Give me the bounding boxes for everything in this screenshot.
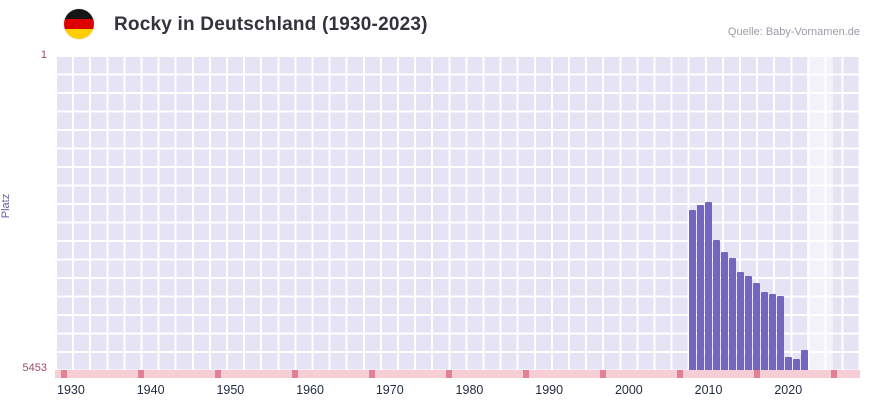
bar-2018[interactable] (769, 294, 776, 370)
x-tick-label-2000: 2000 (614, 383, 643, 397)
x-axis-labels: 1930 1940 1950 1960 1970 1980 1990 2000 2010 2020 (55, 383, 860, 399)
bar-2009[interactable] (697, 204, 704, 370)
bar-2019[interactable] (776, 295, 784, 370)
x-tick-label-1950: 1950 (216, 383, 245, 397)
y-axis-title: Platz (0, 193, 13, 219)
bar-2017[interactable] (761, 291, 768, 370)
bar-2021[interactable] (792, 358, 800, 370)
bar-2016[interactable] (753, 283, 760, 370)
bar-2015[interactable] (745, 276, 752, 370)
x-tick-label-1990: 1990 (535, 383, 564, 397)
bar-2014[interactable] (737, 272, 744, 370)
chart-title: Rocky in Deutschland (1930-2023) (114, 14, 428, 35)
x-axis-line (55, 370, 860, 378)
germany-flag-icon (64, 9, 94, 39)
bar-2022[interactable] (800, 350, 808, 370)
y-tick-max: 5453 (22, 362, 47, 374)
plot-area[interactable] (55, 55, 860, 370)
current-year-highlight-band (806, 55, 833, 370)
y-tick-min: 1 (40, 49, 47, 61)
x-tick-label-1980: 1980 (455, 383, 484, 397)
x-tick-label-1930: 1930 (57, 383, 85, 397)
x-tick-label-1970: 1970 (375, 383, 404, 397)
x-tick-label-2020: 2020 (774, 383, 803, 397)
x-tick-label-1960: 1960 (296, 383, 324, 397)
x-tick-label-1940: 1940 (136, 383, 165, 397)
bar-2013[interactable] (729, 258, 736, 370)
bar-2011[interactable] (713, 239, 720, 370)
source-attribution: Quelle: Baby-Vornamen.de (727, 26, 860, 38)
x-tick-label-2010: 2010 (694, 383, 723, 397)
bar-2008[interactable] (689, 209, 696, 370)
bar-2020[interactable] (784, 357, 792, 370)
bar-2010[interactable] (705, 201, 712, 370)
bar-2012[interactable] (721, 251, 728, 370)
